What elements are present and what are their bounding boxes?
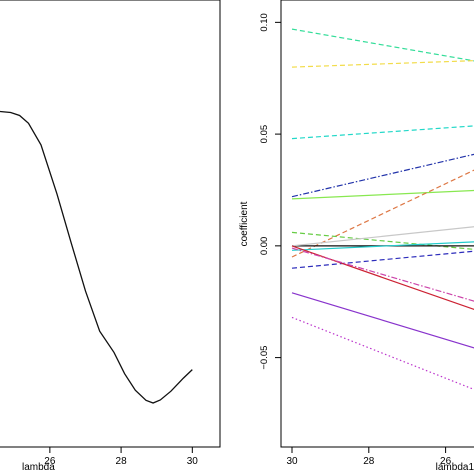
left-x-axis: 26 28 30: [44, 447, 198, 467]
right-series-line-14: [291, 316, 474, 391]
right-y-tick-label-2: 0.05: [259, 125, 270, 144]
right-series-line-4: [291, 189, 474, 200]
right-panel: 30 28 26 −0.05 0.00 0.05 0.10 coefficient lam…: [239, 0, 474, 473]
right-x-tick-label-1: 28: [363, 456, 375, 467]
right-series-line-8: [291, 226, 474, 247]
left-plot-area: [0, 110, 193, 404]
left-x-tick-label-1: 28: [116, 456, 128, 467]
right-series-line-10: [291, 250, 474, 269]
right-series-line-5: [291, 169, 474, 258]
right-series-line-2: [291, 125, 474, 140]
right-y-tick-label-1: 0.00: [259, 237, 270, 256]
right-x-tick-label-0: 30: [286, 456, 298, 467]
right-series-line-6: [291, 231, 474, 250]
left-x-axis-label: lambda: [22, 462, 55, 473]
right-x-tick-label-2: 26: [440, 456, 452, 467]
left-series-line-0: [0, 110, 193, 404]
right-series-line-12: [291, 247, 474, 302]
left-plot-frame: [0, 0, 221, 448]
right-series-line-11: [291, 245, 474, 311]
right-x-axis-label: lambda1: [436, 462, 474, 473]
right-x-axis: 30 28 26: [286, 447, 452, 467]
left-x-tick-label-0: 26: [44, 456, 56, 467]
right-y-axis: −0.05 0.00 0.05 0.10: [259, 13, 281, 370]
right-series-line-9: [291, 241, 474, 251]
right-plot-area: [291, 28, 474, 391]
right-series-line-0: [291, 28, 474, 62]
right-y-tick-label-3: 0.10: [259, 13, 270, 32]
right-series-line-13: [291, 292, 474, 349]
left-x-tick-label-2: 30: [187, 456, 199, 467]
right-series-line-3: [291, 153, 474, 198]
right-plot-frame: [280, 0, 474, 448]
right-y-axis-label: coefficient: [239, 201, 250, 246]
right-series-line-1: [291, 60, 474, 68]
right-y-tick-label-0: −0.05: [259, 346, 270, 370]
left-panel: 26 28 30 lambda: [0, 0, 221, 473]
